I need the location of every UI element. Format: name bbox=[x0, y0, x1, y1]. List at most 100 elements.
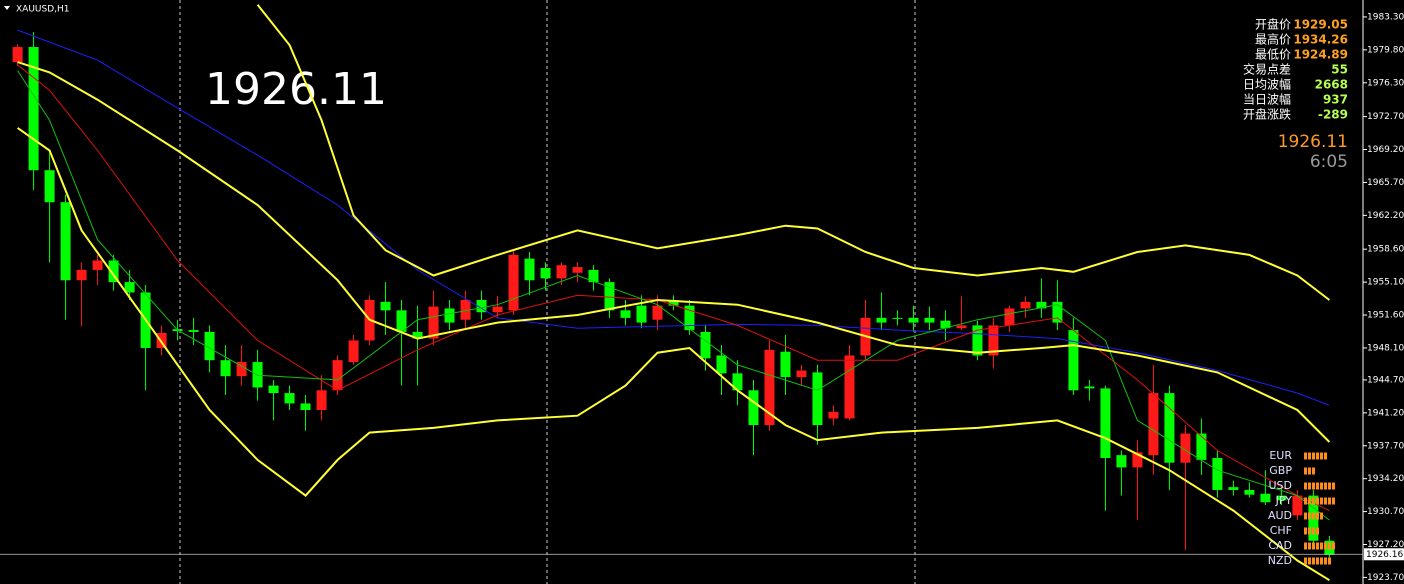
candle-body bbox=[396, 310, 407, 332]
candle-body bbox=[796, 370, 807, 378]
candle-body bbox=[524, 258, 535, 281]
candle-body bbox=[1132, 452, 1143, 468]
candle-body bbox=[492, 306, 503, 313]
candle-body bbox=[1196, 433, 1207, 460]
candle-body bbox=[540, 268, 551, 279]
y-tick-label: 1937.70 bbox=[1367, 441, 1404, 451]
candle-body bbox=[156, 332, 167, 348]
candle-body bbox=[668, 299, 679, 306]
info-value: 1929.05 bbox=[1293, 18, 1348, 32]
bid-box bbox=[1364, 548, 1404, 561]
candle-body bbox=[380, 301, 391, 311]
currency-label: CHF bbox=[1270, 524, 1292, 537]
candle-body bbox=[444, 308, 455, 323]
candle-body bbox=[188, 330, 199, 332]
candle-body bbox=[1180, 433, 1191, 463]
candle-body bbox=[236, 362, 247, 377]
candle-body bbox=[28, 47, 39, 171]
y-tick-label: 1927.20 bbox=[1367, 540, 1404, 550]
candle-body bbox=[604, 282, 615, 311]
candle-body bbox=[1292, 495, 1303, 516]
candle-body bbox=[1068, 330, 1079, 391]
indicator-line bbox=[17, 70, 1330, 521]
candle-body bbox=[460, 299, 471, 320]
candle-body bbox=[924, 317, 935, 323]
candle-body bbox=[348, 340, 359, 363]
y-tick-label: 1944.70 bbox=[1367, 375, 1404, 385]
currency-label: JPY bbox=[1275, 494, 1293, 507]
y-tick-label: 1979.80 bbox=[1367, 45, 1404, 55]
info-value: 2668 bbox=[1315, 78, 1348, 92]
candle-body bbox=[988, 325, 999, 356]
candle-body bbox=[412, 331, 423, 339]
symbol-menu-icon[interactable] bbox=[4, 6, 10, 10]
info-label: 交易点差 bbox=[1243, 62, 1291, 77]
y-tick-label: 1983.30 bbox=[1367, 12, 1404, 22]
candle-body bbox=[1020, 301, 1031, 309]
candle-body bbox=[316, 390, 327, 411]
candle-body bbox=[1276, 495, 1287, 501]
y-tick-label: 1972.70 bbox=[1367, 112, 1404, 122]
y-tick-label: 1958.60 bbox=[1367, 245, 1404, 255]
candle-body bbox=[268, 385, 279, 394]
candle-body bbox=[508, 254, 519, 311]
candle-body bbox=[1164, 393, 1175, 463]
candle-body bbox=[748, 390, 759, 426]
indicator-line bbox=[17, 127, 1330, 582]
candle-body bbox=[764, 349, 775, 426]
big-price: 1926.11 bbox=[205, 64, 387, 115]
candle-body bbox=[892, 317, 903, 319]
y-tick-label: 1930.70 bbox=[1367, 507, 1404, 517]
candle-body bbox=[1084, 386, 1095, 389]
info-label: 最高价 bbox=[1255, 32, 1291, 47]
symbol-title: XAUUSD,H1 bbox=[16, 5, 70, 15]
currency-label: GBP bbox=[1269, 464, 1292, 477]
info-label: 当日波幅 bbox=[1243, 92, 1291, 107]
candle-body bbox=[572, 267, 583, 273]
candle-body bbox=[76, 269, 87, 281]
info-label: 开盘涨跌 bbox=[1243, 107, 1291, 122]
candle-body bbox=[1212, 457, 1223, 490]
candle-body bbox=[716, 355, 727, 374]
candle-body bbox=[300, 403, 311, 411]
y-tick-label: 1951.60 bbox=[1367, 311, 1404, 321]
y-tick-label: 1976.30 bbox=[1367, 78, 1404, 88]
candle-body bbox=[332, 360, 343, 391]
candle-body bbox=[124, 282, 135, 293]
candle-body bbox=[812, 372, 823, 426]
candle-body bbox=[1244, 489, 1255, 495]
candle-body bbox=[780, 351, 791, 378]
info-label: 最低价 bbox=[1255, 48, 1291, 62]
candle-body bbox=[556, 265, 567, 279]
y-tick-label: 1934.20 bbox=[1367, 474, 1404, 484]
currency-label: USD bbox=[1268, 479, 1292, 492]
candle-body bbox=[1228, 487, 1239, 490]
candle-body bbox=[92, 260, 103, 270]
y-tick-label: 1941.20 bbox=[1367, 408, 1404, 418]
candle-body bbox=[1036, 301, 1047, 309]
candle-body bbox=[684, 305, 695, 331]
y-tick-label: 1962.20 bbox=[1367, 211, 1404, 221]
candle-body bbox=[844, 355, 855, 419]
candle-body bbox=[700, 331, 711, 359]
candle-body bbox=[428, 306, 439, 339]
candle-body bbox=[60, 202, 71, 281]
candle-body bbox=[956, 325, 967, 329]
candle-body bbox=[1004, 308, 1015, 326]
countdown: 6:05 bbox=[1310, 152, 1348, 172]
panel-price: 1926.11 bbox=[1278, 132, 1348, 152]
candle-body bbox=[476, 299, 487, 313]
info-value: -289 bbox=[1318, 108, 1348, 122]
candle-body bbox=[1148, 393, 1159, 456]
currency-label: CAD bbox=[1268, 539, 1292, 552]
candle-body bbox=[588, 269, 599, 283]
candle-body bbox=[732, 373, 743, 391]
currency-label: AUD bbox=[1268, 509, 1292, 522]
candle-body bbox=[1260, 493, 1271, 503]
info-value: 55 bbox=[1331, 63, 1348, 77]
indicator-line bbox=[256, 4, 1331, 301]
candle-body bbox=[972, 325, 983, 356]
y-tick-label: 1948.10 bbox=[1367, 343, 1404, 353]
